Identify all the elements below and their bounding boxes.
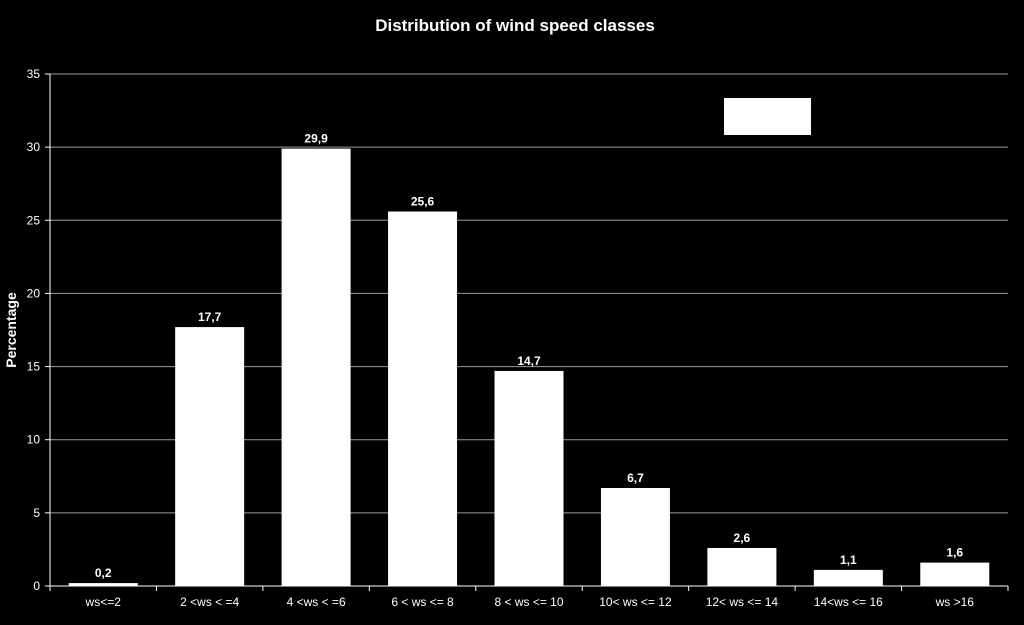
bar — [175, 327, 245, 586]
bar-value-label: 1,6 — [946, 546, 963, 560]
x-tick-label: 4 <ws < =6 — [287, 595, 346, 609]
bar-value-label: 2,6 — [734, 531, 751, 545]
x-tick-label: 2 <ws < =4 — [180, 595, 239, 609]
y-tick-label: 30 — [27, 140, 41, 154]
y-axis-label: Percentage — [3, 292, 19, 368]
bar — [68, 583, 138, 586]
y-tick-label: 5 — [33, 506, 40, 520]
y-tick-label: 15 — [27, 360, 41, 374]
x-tick-label: 14<ws <= 16 — [814, 595, 883, 609]
y-tick-labels: 0 5 10 15 20 25 30 35 — [27, 67, 41, 593]
bar-value-label: 0,2 — [95, 566, 112, 580]
x-tick-label: 6 < ws <= 8 — [391, 595, 454, 609]
bar-value-label: 6,7 — [627, 471, 644, 485]
x-tick-label: 12< ws <= 14 — [706, 595, 779, 609]
bars — [68, 148, 990, 586]
bar-value-label: 17,7 — [198, 310, 222, 324]
data-labels: 0,2 17,7 29,9 25,6 14,7 6,7 2,6 1,1 1,6 — [95, 132, 964, 580]
bar — [388, 211, 458, 586]
bar-value-label: 1,1 — [840, 553, 857, 567]
y-tick-label: 25 — [27, 213, 41, 227]
x-tick-label: ws >16 — [935, 595, 975, 609]
x-tick-label: ws<=2 — [85, 595, 122, 609]
bar — [707, 547, 777, 586]
legend-box — [724, 98, 811, 135]
x-tick-labels: ws<=2 2 <ws < =4 4 <ws < =6 6 < ws <= 8 8 < … — [85, 595, 975, 609]
bar — [281, 148, 351, 586]
bar — [494, 370, 564, 586]
chart-title: Distribution of wind speed classes — [375, 16, 655, 35]
bar — [600, 487, 670, 586]
bar-value-label: 25,6 — [411, 195, 435, 209]
y-tick-label: 20 — [27, 286, 41, 300]
bar — [813, 569, 883, 586]
bar-value-label: 14,7 — [517, 354, 541, 368]
y-tick-label: 35 — [27, 67, 41, 81]
x-tick-label: 8 < ws <= 10 — [494, 595, 563, 609]
x-tick-label: 10< ws <= 12 — [599, 595, 672, 609]
bar-value-label: 29,9 — [304, 132, 328, 146]
bar — [920, 562, 990, 586]
y-tick-label: 0 — [33, 579, 40, 593]
y-tick-label: 10 — [27, 433, 41, 447]
